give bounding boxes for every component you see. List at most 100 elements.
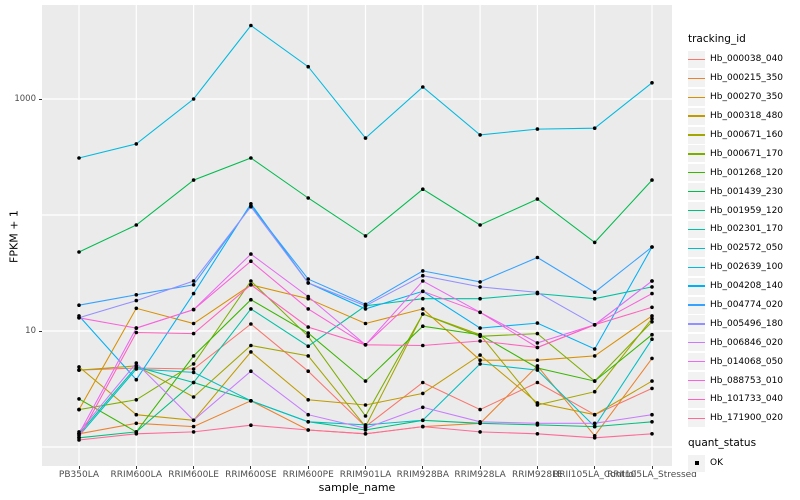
legend-label: Hb_002639_100	[710, 262, 784, 273]
legend-swatch	[688, 258, 705, 276]
point-Hb_002301_170	[592, 296, 597, 301]
legend-label: Hb_000270_350	[710, 92, 784, 103]
legend-label: Hb_088753_010	[710, 375, 784, 386]
point-Hb_002639_100	[191, 97, 196, 101]
point-Hb_000215_350	[191, 424, 196, 429]
legend-item: Hb_004208_140	[688, 277, 800, 296]
point-Hb_002301_170	[249, 307, 253, 311]
point-Hb_000270_350	[421, 307, 425, 311]
point-Hb_001439_230	[535, 197, 540, 201]
x-tick-mark	[365, 466, 366, 469]
x-tick-mark	[135, 466, 137, 469]
legend-swatch	[688, 239, 705, 257]
plot-panel	[42, 5, 672, 466]
point-Hb_000318_480	[134, 412, 139, 417]
legend-item: Hb_088753_010	[688, 371, 800, 390]
point-Hb_006846_020	[592, 421, 597, 426]
x-tick-mark	[250, 466, 252, 469]
quant-legend-item: OK	[688, 454, 800, 473]
point-Hb_171900_020	[191, 430, 196, 434]
point-Hb_001439_230	[191, 178, 196, 182]
legend-label: Hb_004208_140	[710, 281, 784, 292]
point-Hb_001439_230	[650, 178, 654, 182]
point-Hb_004208_140	[191, 291, 196, 296]
legend-item: Hb_001959_120	[688, 201, 800, 220]
point-Hb_171900_020	[306, 428, 311, 432]
y-tick-mark	[39, 330, 42, 332]
point-Hb_002639_100	[77, 156, 81, 160]
legend-item: Hb_000671_160	[688, 126, 800, 145]
point-Hb_000270_350	[592, 354, 597, 358]
legend-swatch	[688, 145, 705, 163]
legend-label: Hb_001439_230	[710, 186, 784, 197]
y-tick-label: 10	[25, 326, 36, 336]
point-Hb_005496_180	[478, 285, 482, 289]
x-tick-label: RRII105LA_Stressed	[607, 470, 697, 480]
legend-item: Hb_004774_020	[688, 296, 800, 315]
point-Hb_002572_050	[363, 423, 368, 427]
point-Hb_002301_170	[306, 344, 311, 349]
point-Hb_002572_050	[421, 418, 425, 423]
point-Hb_005496_180	[363, 304, 368, 308]
point-Hb_000671_170	[650, 320, 654, 324]
point-Hb_006846_020	[249, 369, 253, 374]
legend-label: Hb_014068_050	[710, 356, 784, 367]
legend-swatch	[688, 202, 705, 220]
point-Hb_005496_180	[134, 298, 139, 303]
legend-label: Hb_001959_120	[710, 205, 784, 216]
legend-item: Hb_001439_230	[688, 182, 800, 201]
point-Hb_002572_050	[306, 420, 311, 424]
legend-label: Hb_171900_020	[710, 413, 784, 424]
point-Hb_006846_020	[191, 418, 196, 423]
x-tick-mark	[594, 466, 596, 469]
legend-label: Hb_000671_160	[710, 130, 784, 140]
legend-line-icon	[688, 96, 705, 98]
point-Hb_000671_160	[306, 354, 311, 358]
legend: tracking_id Hb_000038_040 Hb_000215_350 Hb…	[688, 33, 800, 473]
point-Hb_101733_040	[535, 345, 540, 350]
point-Hb_000038_040	[306, 369, 311, 374]
legend-label: Hb_002301_170	[710, 224, 784, 235]
point-Hb_101733_040	[191, 331, 196, 336]
point-Hb_014068_050	[650, 279, 654, 283]
point-Hb_171900_020	[650, 432, 654, 436]
point-Hb_005496_180	[535, 290, 540, 295]
point-Hb_088753_010	[134, 326, 139, 330]
point-Hb_004774_020	[77, 303, 81, 308]
point-Hb_002639_100	[249, 23, 253, 28]
point-Hb_001439_230	[134, 223, 139, 227]
point-Hb_000318_480	[592, 412, 597, 417]
x-tick-label: RRIM928BA	[396, 470, 450, 480]
legend-swatch	[688, 183, 705, 201]
point-Hb_006846_020	[306, 412, 311, 417]
point-Hb_171900_020	[478, 430, 482, 434]
point-Hb_002572_050	[191, 370, 196, 375]
legend-label: Hb_000318_480	[710, 111, 784, 122]
point-Hb_002572_050	[249, 399, 253, 403]
point-Hb_002301_170	[650, 285, 654, 289]
point-Hb_000270_350	[191, 321, 196, 326]
point-Hb_005496_180	[191, 279, 196, 283]
point-Hb_004774_020	[306, 277, 311, 281]
legend-line-icon	[688, 266, 705, 268]
point-Hb_006846_020	[535, 421, 540, 426]
point-Hb_000215_350	[134, 421, 139, 426]
x-tick-mark	[536, 466, 538, 469]
point-Hb_001439_230	[306, 196, 311, 200]
point-Hb_088753_010	[421, 289, 425, 294]
point-Hb_004208_140	[592, 347, 597, 351]
legend-swatch	[688, 372, 705, 390]
legend-swatch	[688, 107, 705, 125]
legend-line-icon	[688, 209, 705, 212]
point-Hb_171900_020	[363, 432, 368, 436]
x-tick-mark	[651, 466, 653, 469]
point-Hb_006846_020	[363, 426, 368, 431]
point-Hb_004774_020	[421, 269, 425, 273]
legend-swatch	[688, 334, 705, 352]
point-Hb_001268_120	[306, 331, 311, 335]
point-Hb_101733_040	[478, 339, 482, 343]
legend-line-icon	[688, 417, 705, 420]
legend-line-icon	[688, 247, 705, 250]
legend-line-icon	[688, 77, 705, 80]
point-Hb_088753_010	[306, 307, 311, 311]
